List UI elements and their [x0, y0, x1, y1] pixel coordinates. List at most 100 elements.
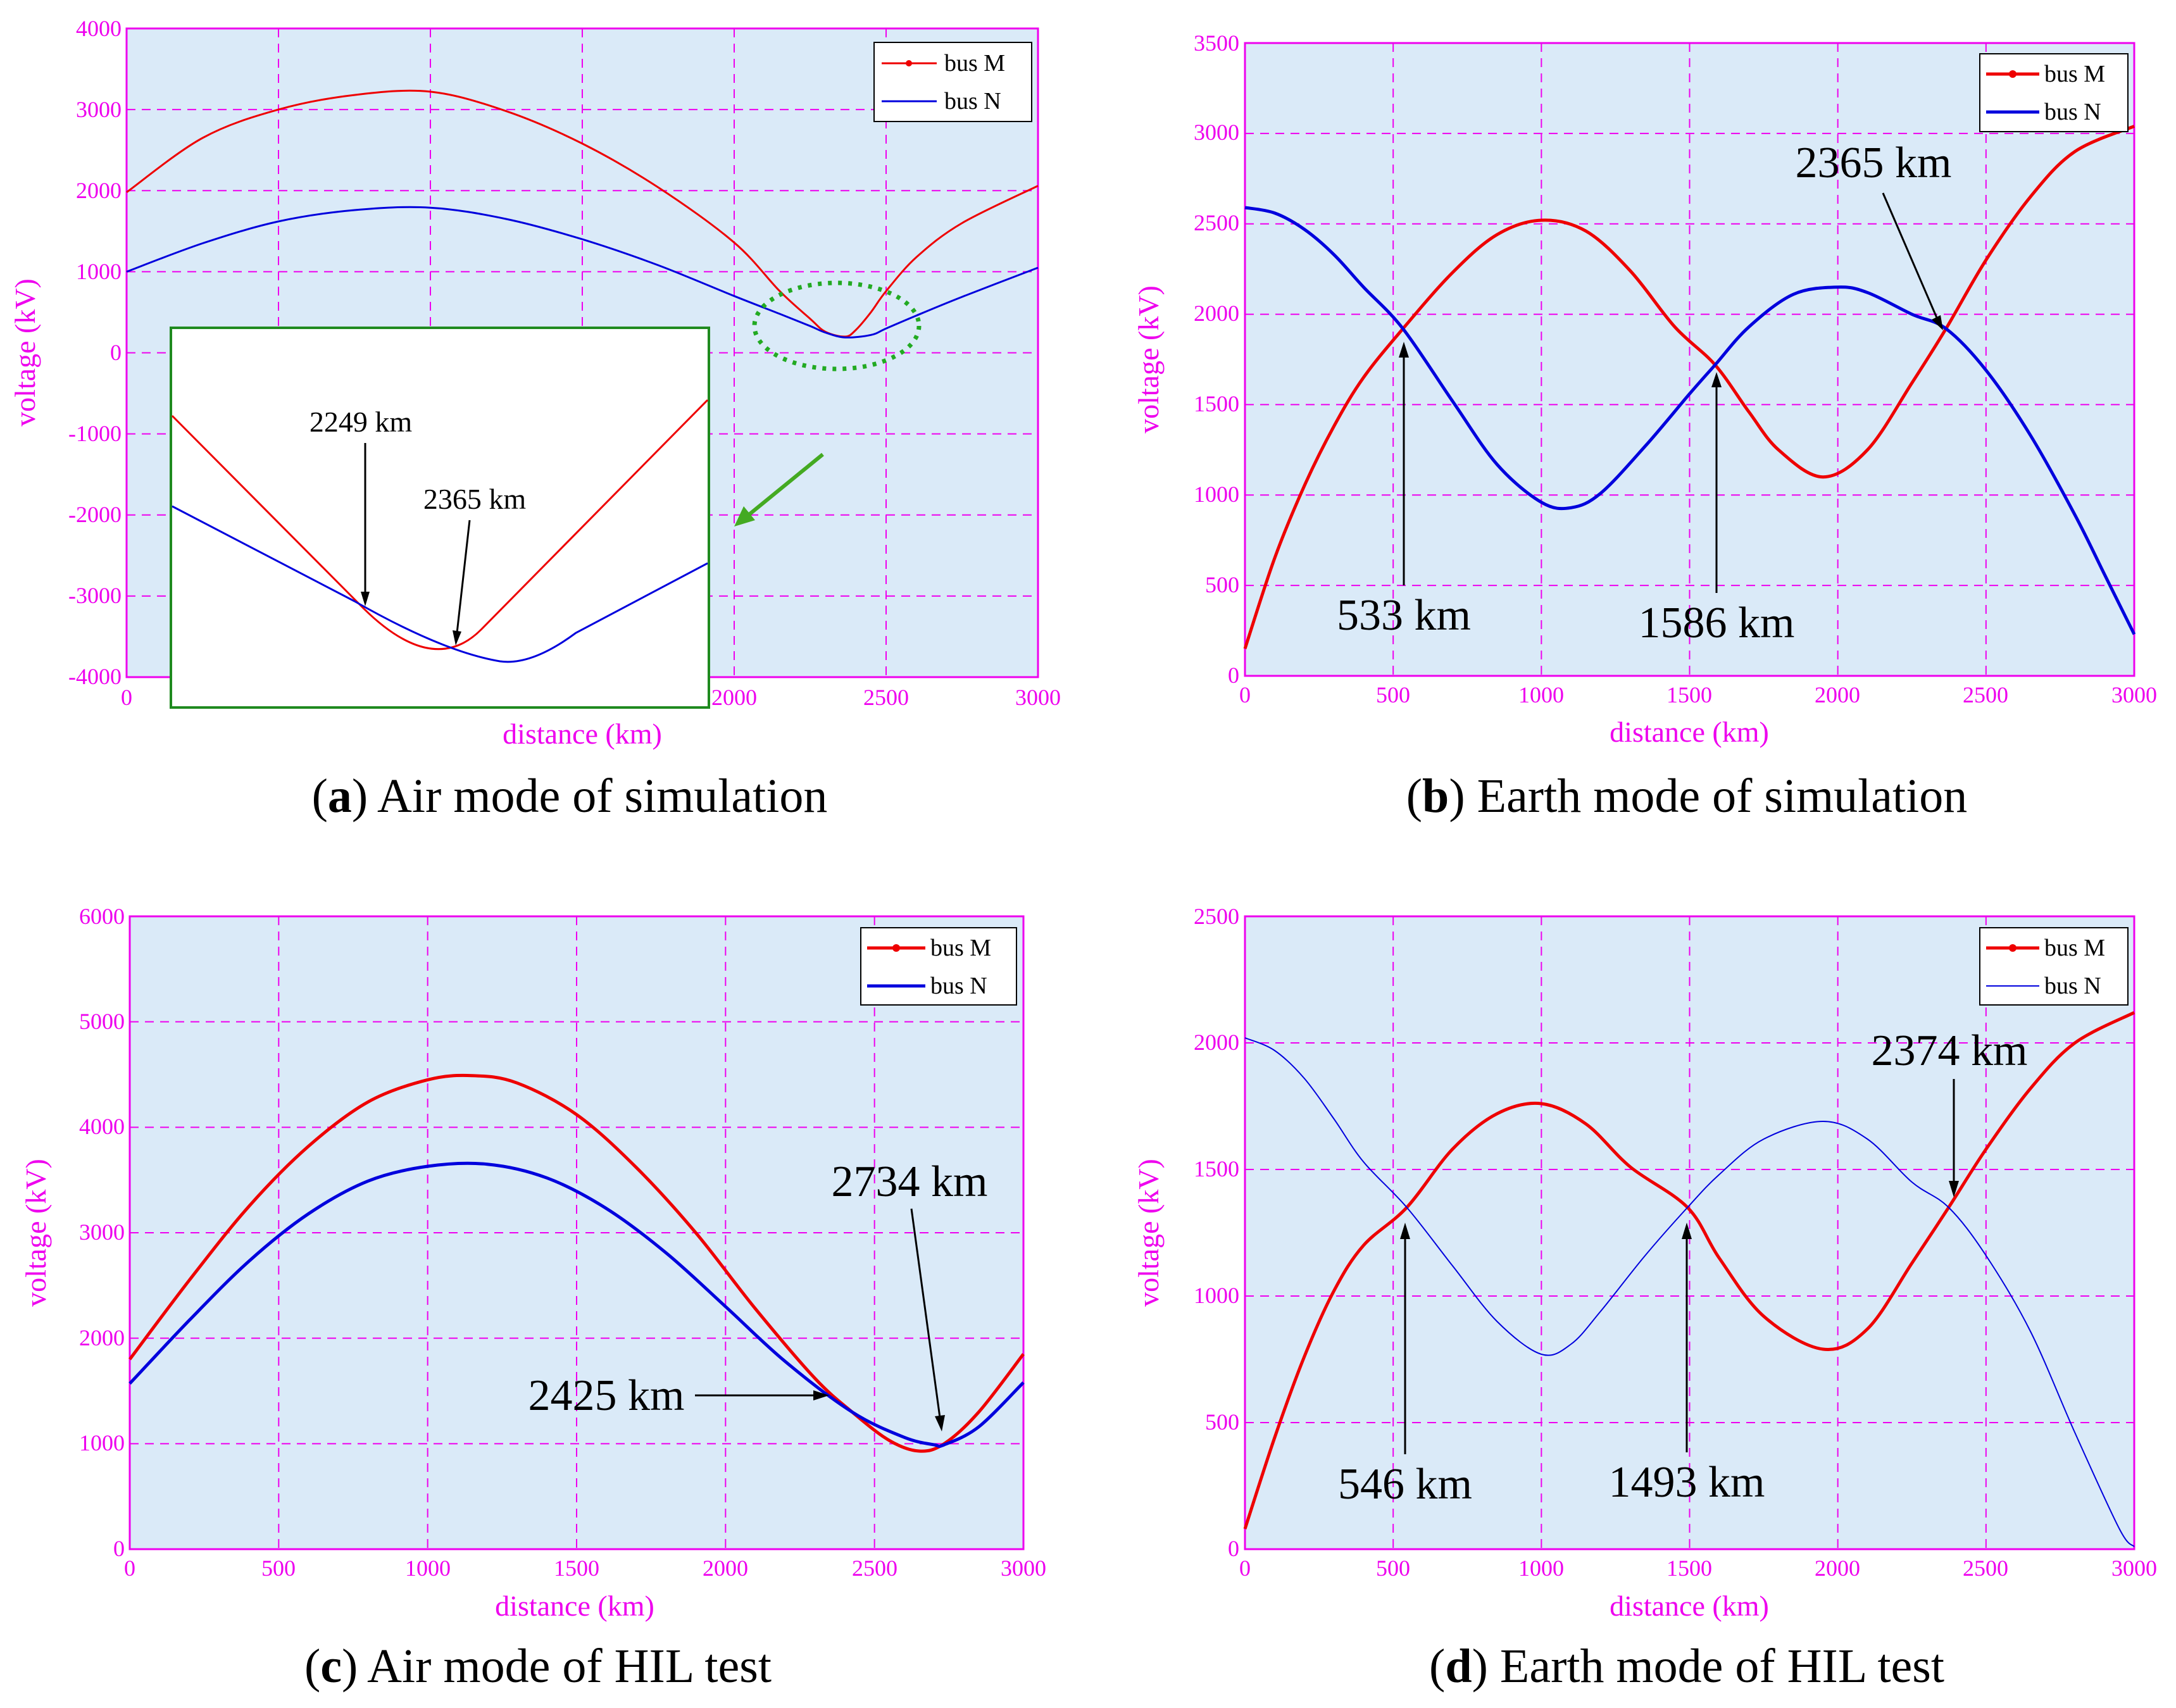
- y-tick-label: 1000: [79, 1430, 125, 1456]
- y-tick-label: 2000: [1194, 301, 1239, 326]
- legend-label-bus-n: bus N: [930, 973, 987, 999]
- y-tick-label: 4000: [76, 16, 122, 41]
- caption-text-b: Earth mode of simulation: [1477, 770, 1968, 823]
- series-line-bus-n-d: [1244, 1037, 2135, 1547]
- x-tick-label: 1500: [1666, 1555, 1712, 1581]
- y-axis-label-a: voltage (kV): [9, 278, 41, 427]
- y-tick-label: 2000: [79, 1325, 125, 1350]
- pointer-arrowhead-a: [734, 506, 755, 527]
- y-tick-label: -4000: [68, 664, 122, 689]
- panel-c: 0 1000 2000 3000 4000 5000 6000 0 500 10…: [20, 904, 1046, 1693]
- grid-b: [1245, 43, 2134, 676]
- annotation-533km: 533 km: [1337, 591, 1471, 640]
- x-tick-label: 2000: [1815, 1555, 1860, 1581]
- y-tick-label: 500: [1205, 1409, 1239, 1435]
- y-tick-label: 2500: [1194, 210, 1239, 235]
- y-tick-label: 1500: [1194, 1156, 1239, 1181]
- legend-label-bus-n: bus N: [2044, 99, 2101, 125]
- annotation-arrow-2734: [910, 1208, 941, 1418]
- annotation-2734km: 2734 km: [832, 1157, 988, 1206]
- annotation-arrowhead-1493: [1682, 1223, 1692, 1239]
- x-tick-label: 2500: [1963, 1555, 2008, 1581]
- legend-b: bus M bus N: [1979, 53, 2129, 132]
- highlight-ellipse-a: [752, 280, 922, 371]
- x-tick-label: 500: [261, 1555, 296, 1581]
- x-tick-label: 2000: [703, 1555, 748, 1581]
- y-tick-label: 6000: [79, 904, 125, 929]
- y-tick-label: 0: [1228, 1536, 1239, 1561]
- annotation-arrowhead-2374: [1949, 1181, 1959, 1197]
- y-ticks-b: 0 500 1000 1500 2000 2500 3000 3500: [1194, 30, 1239, 688]
- annotation-2425km: 2425 km: [528, 1371, 685, 1420]
- panel-b: 0 500 1000 1500 2000 2500 3000 3500 0 50…: [1132, 30, 2157, 823]
- y-axis-label-d: voltage (kV): [1132, 1159, 1165, 1307]
- y-tick-label: 2500: [1194, 904, 1239, 929]
- legend-label-bus-n: bus N: [944, 88, 1001, 115]
- inset-line-bus-m: [171, 399, 709, 651]
- x-tick-label: 1000: [1518, 682, 1564, 708]
- inset-arrowhead-2249: [361, 592, 370, 606]
- x-ticks-b: 0 500 1000 1500 2000 2500 3000: [1239, 682, 2157, 708]
- x-tick-label: 0: [124, 1555, 135, 1581]
- legend-d: bus M bus N: [1979, 927, 2129, 1006]
- caption-c: (c) Air mode of HIL test: [304, 1640, 772, 1693]
- y-ticks-c: 0 1000 2000 3000 4000 5000 6000: [79, 904, 125, 1561]
- x-tick-label: 3000: [2111, 1555, 2157, 1581]
- caption-text-d: Earth mode of HIL test: [1500, 1640, 1944, 1693]
- inset-line-bus-n: [172, 505, 708, 663]
- legend-label-bus-m: bus M: [2044, 935, 2105, 961]
- y-tick-label: 3000: [76, 97, 122, 122]
- legend-label-bus-n: bus N: [2044, 973, 2101, 999]
- caption-letter-a: a: [328, 770, 352, 823]
- x-ticks-d: 0 500 1000 1500 2000 2500 3000: [1239, 1555, 2157, 1581]
- x-tick-label: 0: [1239, 682, 1251, 708]
- plot-area-b: [1244, 42, 2135, 677]
- y-tick-label: 5000: [79, 1009, 125, 1034]
- x-tick-label: 0: [121, 685, 132, 710]
- inset-annotation-2365: 2365 km: [423, 483, 527, 515]
- series-line-bus-m-d: [1243, 1011, 2135, 1530]
- x-axis-label-b: distance (km): [1610, 716, 1769, 748]
- caption-letter-b: b: [1422, 770, 1449, 823]
- series-line-bus-n-a: [126, 206, 1039, 339]
- series-line-bus-n-c: [128, 1161, 1025, 1449]
- caption-b: (b) Earth mode of simulation: [1406, 770, 1968, 823]
- annotation-arrow-2365: [1882, 192, 1938, 318]
- annotation-arrowhead-533: [1399, 342, 1409, 358]
- x-tick-label: 1000: [1518, 1555, 1564, 1581]
- annotation-2365km: 2365 km: [1796, 139, 1952, 187]
- y-tick-label: -2000: [68, 502, 122, 527]
- panel-d: 0 500 1000 1500 2000 2500 0 500 1000 150…: [1132, 904, 2157, 1693]
- caption-d: (d) Earth mode of HIL test: [1429, 1640, 1944, 1693]
- x-tick-label: 500: [1376, 1555, 1410, 1581]
- x-tick-label: 3000: [1015, 685, 1061, 710]
- x-axis-label-d: distance (km): [1610, 1590, 1769, 1622]
- caption-letter-d: d: [1445, 1640, 1472, 1693]
- x-tick-label: 1500: [1666, 682, 1712, 708]
- inset-arrowhead-2365: [453, 630, 461, 645]
- caption-text-a: Air mode of simulation: [377, 770, 827, 823]
- y-tick-label: 1000: [1194, 482, 1239, 507]
- x-ticks-c: 0 500 1000 1500 2000 2500 3000: [124, 1555, 1046, 1581]
- legend-label-bus-m: bus M: [944, 50, 1005, 77]
- y-tick-label: 1000: [1194, 1283, 1239, 1308]
- y-ticks-a: -4000 -3000 -2000 -1000 0 1000 2000 3000…: [68, 16, 122, 689]
- x-tick-label: 2500: [852, 1555, 897, 1581]
- y-tick-label: 500: [1205, 572, 1239, 597]
- x-tick-label: 0: [1239, 1555, 1251, 1581]
- y-tick-label: 3000: [1194, 120, 1239, 145]
- legend-label-bus-m: bus M: [930, 935, 991, 961]
- x-ticks-a: 0 2000 2500 3000: [121, 685, 1061, 710]
- caption-text-c: Air mode of HIL test: [367, 1640, 772, 1693]
- x-axis-label-a: distance (km): [503, 718, 662, 750]
- caption-a: (a) Air mode of simulation: [312, 770, 828, 823]
- legend-a: bus M bus N: [873, 42, 1032, 122]
- y-tick-label: 4000: [79, 1114, 125, 1139]
- annotation-546km: 546 km: [1338, 1460, 1472, 1509]
- x-tick-label: 500: [1376, 682, 1410, 708]
- y-tick-label: 0: [113, 1536, 125, 1561]
- legend-label-bus-m: bus M: [2044, 61, 2105, 87]
- panel-a: -4000 -3000 -2000 -1000 0 1000 2000 3000…: [9, 16, 1061, 823]
- y-tick-label: 0: [1228, 663, 1239, 688]
